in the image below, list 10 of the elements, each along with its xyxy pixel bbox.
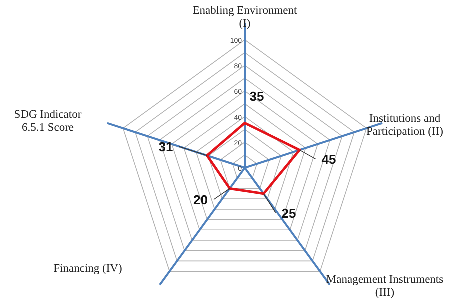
data-label: 35 (250, 89, 264, 104)
spoke-label: Financing (IV) (54, 263, 122, 275)
data-label: 20 (193, 192, 208, 208)
spoke-label: SDG Indicator 6.5.1 Score (14, 109, 82, 134)
data-label: 45 (322, 152, 336, 168)
spoke-label: Management Instruments (III) (326, 274, 444, 299)
data-label: 31 (158, 140, 174, 155)
spoke-label: Institutions and Participation (II) (366, 113, 444, 138)
spoke-label: Enabling Environment (I) (192, 5, 298, 30)
data-label: 25 (282, 206, 296, 221)
